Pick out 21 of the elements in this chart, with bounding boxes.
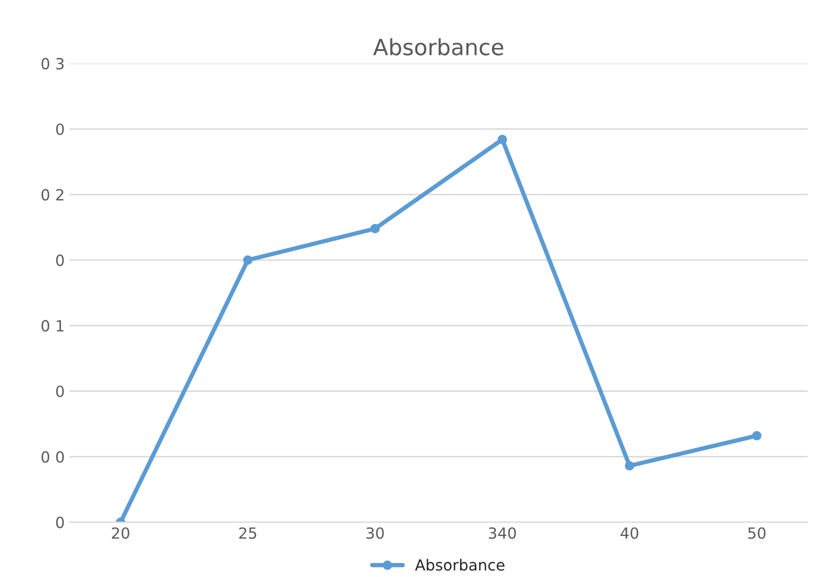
x-tick-label: 340 — [488, 527, 516, 539]
x-tick-label: 25 — [239, 527, 256, 539]
point — [243, 255, 253, 265]
y-tick-label: 0 3 — [42, 58, 64, 70]
y-tick-label: 0 — [56, 386, 64, 398]
x-tick-label: 40 — [620, 527, 638, 539]
legend-label: Absorbance — [415, 558, 504, 571]
y-tick-label: 0 1 — [42, 320, 64, 332]
y-tick-label: 0 — [56, 516, 64, 528]
point — [624, 461, 634, 471]
point — [752, 431, 762, 440]
y-tick-label: 0 0 — [42, 451, 64, 463]
y-tick-label: 0 — [56, 123, 64, 136]
point — [370, 224, 380, 234]
x-tick-label: 30 — [366, 527, 384, 539]
x-tick-label: 20 — [112, 527, 130, 539]
y-tick-label: 0 — [56, 254, 64, 266]
chart-title: Absorbance — [373, 38, 504, 56]
x-tick-label: 50 — [748, 527, 766, 539]
point — [498, 134, 508, 144]
y-tick-label: 0 2 — [42, 188, 64, 201]
